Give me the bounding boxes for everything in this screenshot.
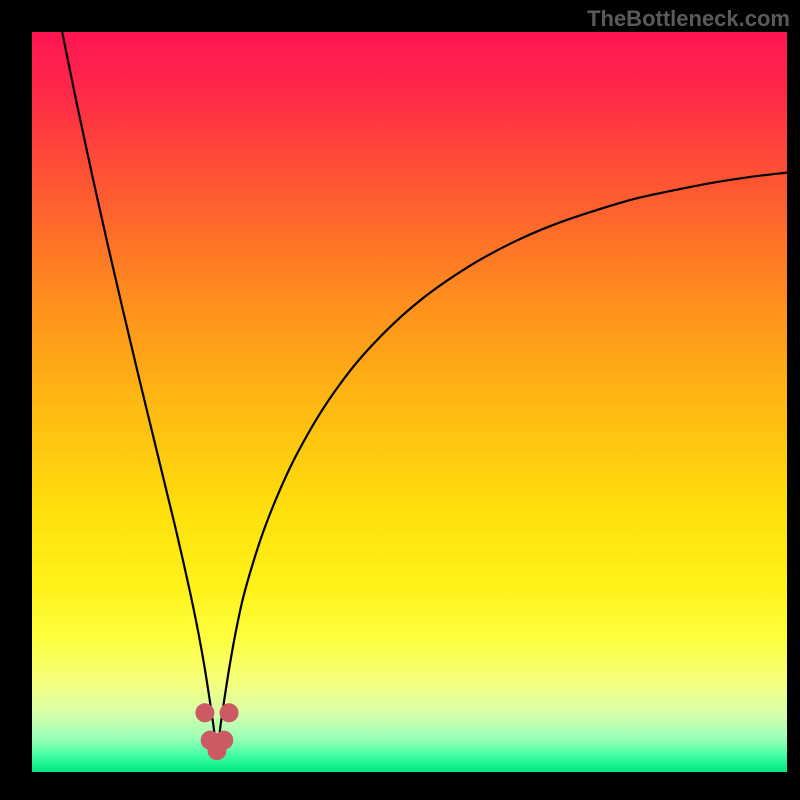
plot-area [32,32,787,772]
chart-frame: TheBottleneck.com [0,0,800,800]
trough-marker [215,731,233,749]
source-watermark: TheBottleneck.com [587,6,790,32]
chart-svg [32,32,787,772]
trough-marker [220,704,238,722]
trough-marker [196,704,214,722]
